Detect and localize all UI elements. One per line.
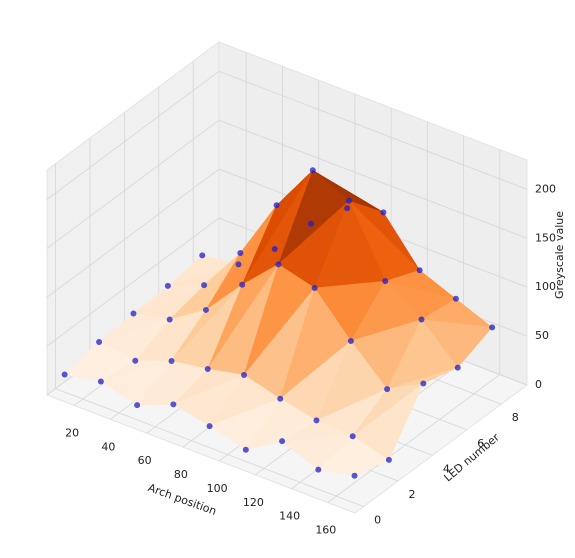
z-tick-label: 0	[535, 378, 542, 391]
data-point	[277, 395, 284, 402]
x-tick-label: 160	[315, 524, 336, 537]
x-tick-label: 120	[243, 496, 264, 509]
data-point	[242, 446, 249, 453]
data-point	[385, 456, 392, 463]
data-point	[382, 278, 389, 285]
data-point	[307, 220, 314, 227]
data-point	[279, 438, 286, 445]
data-point	[237, 250, 244, 257]
x-tick-label: 40	[101, 440, 115, 453]
data-point	[452, 295, 459, 302]
x-tick-label: 60	[138, 454, 152, 467]
z-tick-label: 150	[535, 231, 556, 244]
data-point	[349, 433, 356, 440]
y-tick-label: 8	[512, 411, 519, 424]
grid-line	[55, 388, 364, 507]
data-point	[97, 378, 104, 385]
data-point	[164, 282, 171, 289]
data-point	[275, 261, 282, 268]
data-point	[416, 267, 423, 274]
data-point	[271, 245, 278, 252]
data-point	[239, 281, 246, 288]
y-tick-label: 2	[409, 488, 416, 501]
surface	[63, 169, 493, 476]
data-point	[420, 380, 427, 387]
data-point	[96, 339, 103, 346]
data-point	[313, 417, 320, 424]
data-point	[130, 310, 137, 317]
data-point	[206, 423, 213, 430]
data-point	[235, 261, 242, 268]
data-point	[201, 282, 208, 289]
data-point	[351, 472, 358, 479]
data-point	[346, 197, 353, 204]
surface-facet	[318, 459, 390, 476]
grid-line	[46, 217, 220, 347]
y-tick-label: 4	[443, 462, 450, 475]
data-point	[418, 316, 425, 323]
data-point	[489, 324, 496, 331]
data-point	[61, 371, 68, 378]
data-point	[311, 284, 318, 291]
data-point	[170, 401, 177, 408]
data-point	[168, 357, 175, 364]
data-point	[241, 372, 247, 379]
data-point	[309, 167, 316, 174]
data-point	[273, 202, 280, 209]
z-tick-label: 100	[535, 280, 556, 293]
grid-line	[218, 70, 528, 190]
data-point	[347, 338, 354, 345]
data-point	[454, 364, 461, 371]
data-point	[204, 365, 211, 372]
data-point	[199, 252, 206, 259]
grid-line	[46, 168, 220, 298]
data-point	[134, 402, 141, 409]
grid-line	[46, 119, 220, 249]
data-point	[384, 386, 391, 393]
data-point	[380, 209, 387, 216]
x-tick-label: 100	[207, 482, 228, 495]
data-point	[166, 316, 173, 323]
grid-line	[327, 374, 501, 503]
data-point	[344, 205, 351, 212]
data-point	[202, 306, 209, 313]
z-axis-label: Greyscale value	[553, 211, 566, 299]
z-tick-label: 50	[535, 329, 549, 342]
x-tick-label: 80	[174, 468, 188, 481]
x-tick-label: 20	[65, 426, 79, 439]
points	[61, 167, 496, 479]
data-point	[315, 466, 322, 473]
y-tick-label: 6	[477, 437, 484, 450]
data-point	[132, 357, 139, 364]
z-tick-label: 200	[535, 182, 556, 195]
grid-line	[218, 119, 528, 239]
grid-line	[46, 71, 220, 200]
y-tick-label: 0	[374, 514, 381, 527]
x-tick-label: 140	[279, 510, 300, 523]
